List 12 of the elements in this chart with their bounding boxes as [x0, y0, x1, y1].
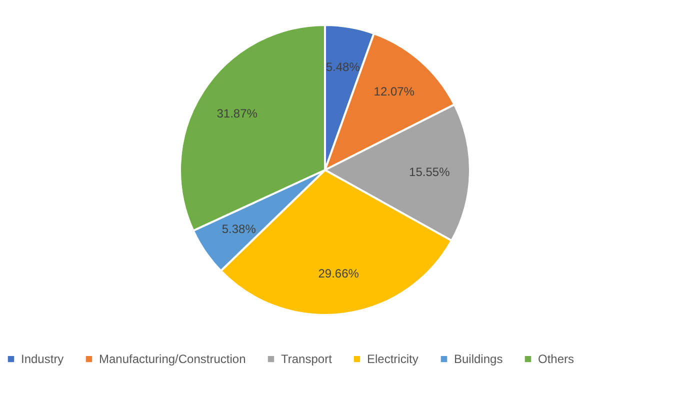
- legend-label: Industry: [21, 352, 64, 366]
- data-label: 12.07%: [374, 84, 415, 99]
- data-label: 5.48%: [326, 60, 360, 74]
- data-label: 31.87%: [216, 106, 258, 121]
- data-label: 5.38%: [222, 222, 256, 236]
- legend-label: Transport: [281, 352, 333, 366]
- data-label: 15.55%: [409, 165, 450, 180]
- legend-label: Others: [538, 352, 574, 366]
- data-label: 29.66%: [318, 266, 360, 281]
- legend-label: Electricity: [367, 352, 418, 366]
- legend-label: Buildings: [454, 352, 503, 366]
- legend-label: Manufacturing/Construction: [99, 352, 246, 366]
